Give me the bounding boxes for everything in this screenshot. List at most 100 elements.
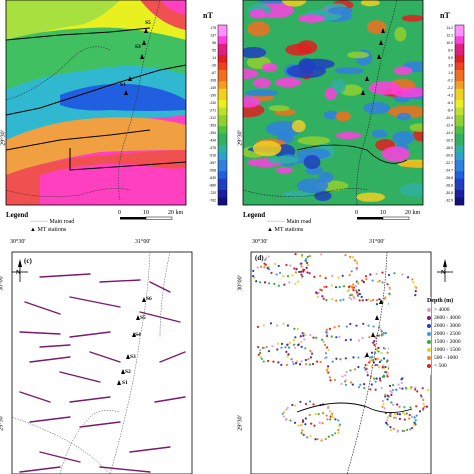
euler-solution <box>317 291 320 294</box>
euler-solution <box>401 273 404 276</box>
colorbar-b-tick-label: -20.6 <box>445 153 453 157</box>
euler-solution <box>362 322 365 325</box>
euler-solution <box>308 400 312 403</box>
euler-solution <box>338 335 341 338</box>
euler-solution <box>321 338 324 341</box>
euler-solution <box>271 345 274 348</box>
colorbar-a-tick-label: -26 <box>211 63 216 67</box>
scale-tick-2: 20 km <box>168 210 184 216</box>
euler-solution <box>305 261 309 265</box>
euler-solution <box>356 294 360 297</box>
lineament <box>39 273 91 278</box>
colorbar-b-tick-label: 8.0 <box>448 48 453 52</box>
colorbar-a-tick-label: -190 <box>209 93 216 97</box>
euler-solution <box>421 408 425 411</box>
colorbar-b-swatch <box>455 55 464 60</box>
euler-solution <box>420 395 423 399</box>
euler-solution <box>363 366 366 369</box>
euler-solution <box>304 423 307 426</box>
colorbar-b-swatch <box>455 81 464 86</box>
lineament <box>39 344 71 348</box>
anomaly-blob <box>243 46 267 59</box>
euler-solution <box>253 276 256 279</box>
station-label: S1 <box>120 82 126 88</box>
euler-solution <box>255 280 258 283</box>
colorbar-b-tick-label: -10.4 <box>445 116 453 120</box>
colorbar-a-swatch <box>218 103 227 108</box>
euler-solution <box>304 334 307 337</box>
euler-solution <box>331 414 334 417</box>
depth-range-label: 2600 - 3000 <box>434 323 461 329</box>
colorbar-b-swatch <box>455 66 464 71</box>
euler-solution <box>337 431 340 435</box>
euler-solution <box>261 346 265 349</box>
euler-solution <box>321 412 325 415</box>
euler-solution <box>337 428 340 432</box>
euler-solution <box>259 356 262 359</box>
euler-solution <box>285 363 289 366</box>
panel-c-lineaments: 30°30' 31°00' (c) N 30°00' 29°30' S6 S5 … <box>0 237 237 474</box>
euler-solution <box>400 381 403 385</box>
euler-solution <box>300 340 303 344</box>
euler-solution <box>367 298 370 301</box>
euler-solution <box>378 279 381 283</box>
euler-solution <box>334 286 338 289</box>
colorbar-b-swatch <box>455 186 464 191</box>
colorbar-a-swatch <box>218 100 227 105</box>
euler-solution <box>352 356 355 359</box>
anomaly-blob <box>396 112 412 121</box>
lineament <box>19 466 61 473</box>
euler-solution <box>401 387 404 390</box>
euler-solution <box>308 363 312 366</box>
euler-solution <box>300 273 303 276</box>
colorbar-b-swatch <box>455 28 464 33</box>
euler-solution <box>277 264 280 268</box>
euler-solution <box>269 322 273 325</box>
colorbar-a-tick-label: -149 <box>209 86 216 90</box>
euler-solution <box>286 275 290 278</box>
euler-solution <box>381 375 384 378</box>
euler-solution <box>398 405 401 408</box>
euler-solution <box>412 281 415 284</box>
station-marker <box>126 354 130 359</box>
euler-solution <box>425 405 429 408</box>
euler-solution <box>325 285 328 288</box>
depth-range-label: > 4000 <box>434 307 450 313</box>
euler-solution <box>348 296 351 299</box>
euler-solution <box>308 413 311 417</box>
lon-label-d1: 30°30' <box>252 239 268 245</box>
anomaly-blob <box>327 7 353 15</box>
anomaly-blob <box>252 78 271 88</box>
euler-solution <box>409 428 412 431</box>
colorbar-b-tick-label: 12.1 <box>446 33 453 37</box>
colorbar-b-swatch <box>455 85 464 90</box>
depth-color-dot <box>427 347 431 352</box>
euler-solution <box>381 281 384 284</box>
station-marker <box>142 297 146 302</box>
depth-color-dot <box>427 323 431 328</box>
euler-solution <box>328 327 332 330</box>
anomaly-blob <box>247 21 270 37</box>
euler-solution <box>310 422 313 425</box>
euler-solution <box>415 405 418 408</box>
euler-solution <box>383 297 386 300</box>
colorbar-b-tick-label: -8.4 <box>447 108 453 112</box>
euler-solution <box>262 324 265 327</box>
euler-solution <box>252 269 255 273</box>
euler-solution <box>263 262 266 265</box>
euler-solution <box>307 357 310 361</box>
euler-solution <box>345 370 348 373</box>
colorbar-b-swatch <box>455 145 464 150</box>
panel-label-c: (c) <box>24 257 32 265</box>
station-marker <box>144 28 148 33</box>
euler-solution <box>291 274 294 277</box>
scale-tick-2: 20 km <box>405 210 421 216</box>
euler-solution <box>313 275 316 278</box>
euler-solution <box>398 413 402 416</box>
depth-color-dot <box>427 307 431 312</box>
colorbar-b-tick-label: 14.2 <box>446 26 453 30</box>
euler-solution <box>375 348 379 352</box>
euler-solution <box>381 399 385 403</box>
euler-solution <box>348 273 351 277</box>
euler-solution <box>360 295 363 298</box>
